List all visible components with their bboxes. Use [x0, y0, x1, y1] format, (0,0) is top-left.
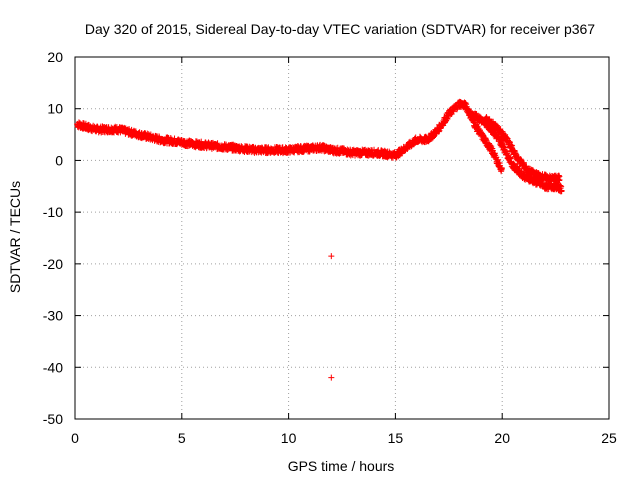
data-point: [435, 128, 442, 135]
data-point: [328, 374, 335, 381]
data-point: [214, 140, 221, 147]
data-point: [495, 156, 502, 163]
y-tick-label: -50: [43, 411, 63, 427]
y-tick-label: -10: [43, 204, 63, 220]
data-point: [475, 125, 482, 132]
y-tick-label: -30: [43, 308, 63, 324]
x-tick-label: 0: [71, 430, 79, 446]
x-tick-label: 15: [388, 430, 404, 446]
data-point: [556, 176, 563, 183]
data-point: [558, 188, 565, 195]
x-tick-label: 5: [178, 430, 186, 446]
data-point: [198, 138, 205, 145]
data-point: [171, 135, 178, 142]
y-axis-label: SDTVAR / TECUs: [7, 181, 23, 293]
x-tick-label: 10: [281, 430, 297, 446]
data-point: [328, 253, 335, 260]
data-point: [513, 163, 520, 170]
data-points: [74, 98, 565, 381]
y-tick-label: -20: [43, 256, 63, 272]
y-tick-label: 10: [47, 101, 63, 117]
data-point: [509, 142, 516, 149]
grid-lines: [75, 57, 609, 419]
y-tick-label: 0: [55, 152, 63, 168]
data-point: [444, 115, 451, 122]
plot-frame: [74, 56, 610, 420]
data-point: [520, 159, 527, 166]
x-axis-label: GPS time / hours: [288, 458, 395, 474]
y-tick-label: -40: [43, 359, 63, 375]
data-point: [498, 165, 505, 172]
y-tick-label: 20: [47, 49, 63, 65]
data-point: [486, 142, 493, 149]
x-tick-label: 20: [494, 430, 510, 446]
axis-ticks: 0 5 10 15 20 25 20 10 0 -10 -20 -30 -40 -50: [43, 49, 617, 446]
x-tick-label: 25: [601, 430, 617, 446]
chart-title: Day 320 of 2015, Sidereal Day-to-day VTE…: [85, 21, 595, 37]
